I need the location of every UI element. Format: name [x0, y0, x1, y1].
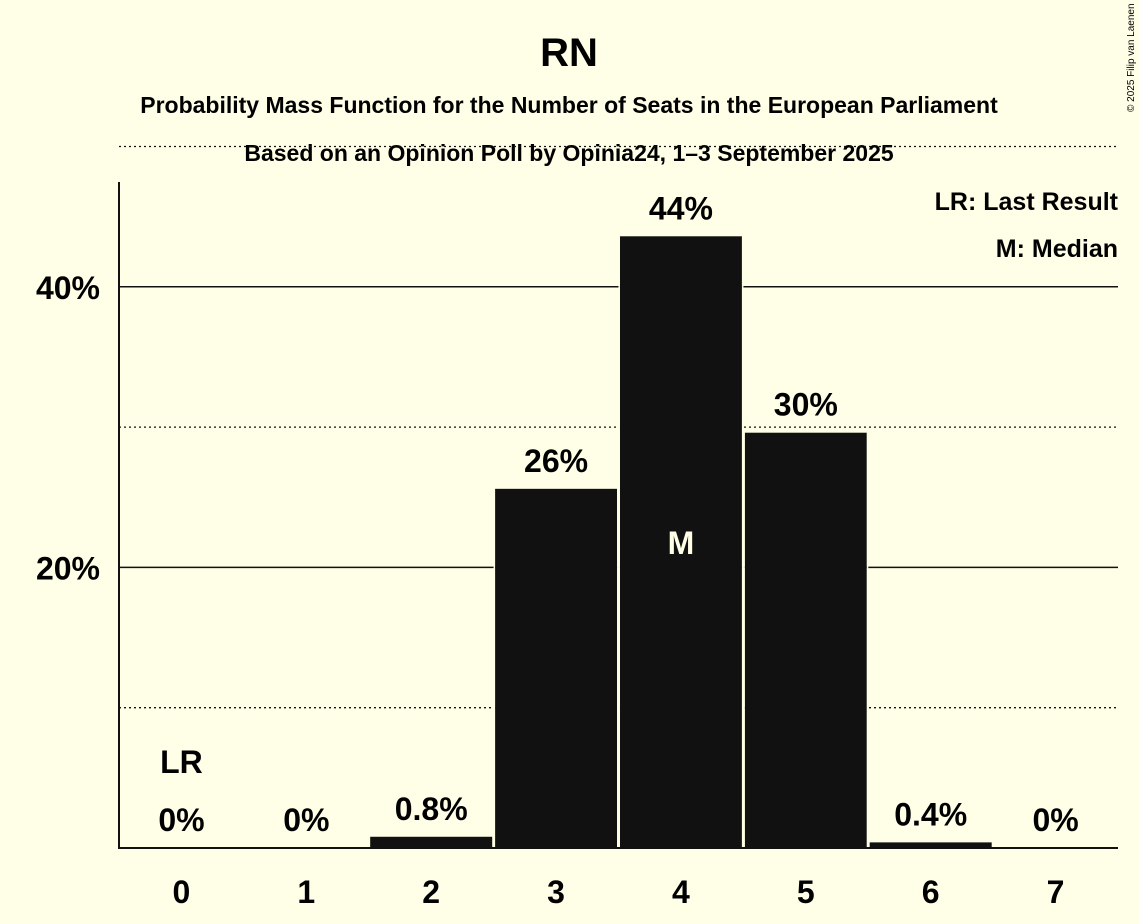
- chart-subtitle: Probability Mass Function for the Number…: [140, 92, 998, 118]
- legend-last-result: LR: Last Result: [935, 188, 1119, 216]
- x-tick-label: 4: [672, 874, 690, 910]
- value-label: 0%: [1032, 802, 1078, 838]
- x-tick-label: 6: [922, 874, 940, 910]
- x-tick-label: 0: [173, 874, 191, 910]
- bar: [619, 236, 742, 849]
- value-label: 0%: [283, 802, 329, 838]
- median-marker: M: [668, 525, 695, 561]
- chart-title: RN: [540, 31, 598, 75]
- x-tick-label: 2: [422, 874, 440, 910]
- value-label: 0%: [158, 802, 204, 838]
- x-tick-label: 7: [1047, 874, 1065, 910]
- value-label: 44%: [649, 190, 713, 226]
- value-label: 26%: [524, 443, 588, 479]
- bar: [370, 836, 493, 848]
- copyright-note: © 2025 Filip van Laenen: [1126, 3, 1137, 112]
- bar-gap-right: [866, 432, 869, 847]
- x-tick-labels: 0 1 2 3 4 5 6 7: [173, 874, 1065, 910]
- value-label: 0.4%: [894, 796, 967, 832]
- bar-gap-left: [743, 432, 745, 847]
- y-tick-label: 20%: [36, 550, 100, 586]
- x-tick-label: 3: [547, 874, 565, 910]
- bar: [744, 432, 867, 848]
- y-tick-labels: 20% 40%: [36, 270, 100, 587]
- bar: [495, 488, 618, 848]
- last-result-marker: LR: [160, 744, 203, 780]
- value-label: 0.8%: [395, 791, 468, 827]
- chart-subtitle-source: Based on an Opinion Poll by Opinia24, 1–…: [244, 140, 894, 166]
- bar-gap-left: [493, 488, 496, 847]
- bar-gap-right: [741, 236, 744, 848]
- bar-gap-right: [617, 488, 619, 847]
- bars: [370, 236, 992, 849]
- value-label: 30%: [774, 387, 838, 423]
- value-labels: 0% LR 0% 0.8% 26% 44% M 30% 0.4% 0%: [158, 190, 1078, 838]
- bar-gap-left: [618, 236, 620, 848]
- y-tick-label: 40%: [36, 270, 100, 306]
- legend-median: M: Median: [996, 235, 1118, 263]
- bar: [869, 842, 992, 848]
- x-tick-label: 5: [797, 874, 815, 910]
- x-tick-label: 1: [297, 874, 315, 910]
